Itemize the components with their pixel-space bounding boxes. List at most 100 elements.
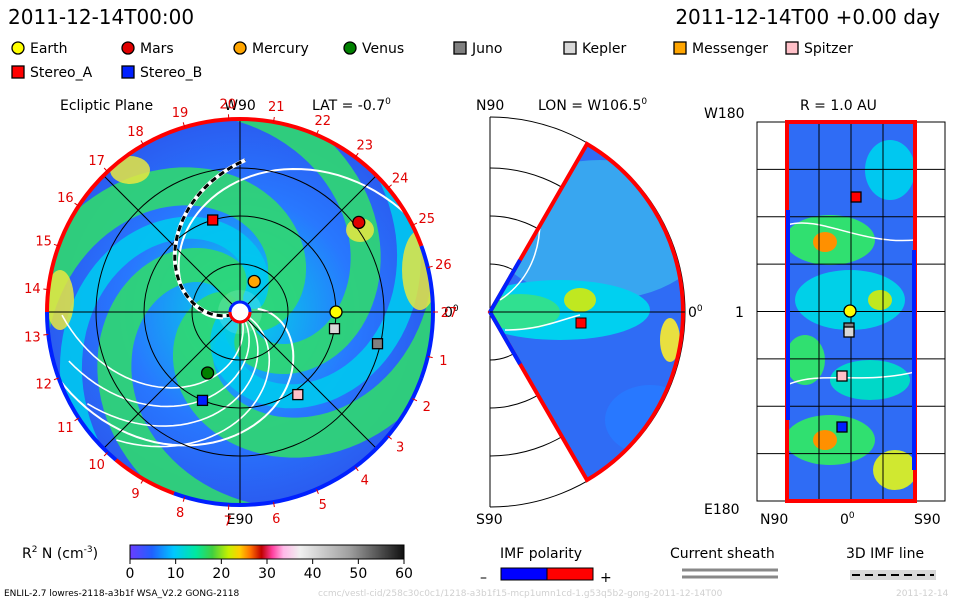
earth-marker bbox=[329, 305, 343, 319]
messenger-symbol bbox=[673, 41, 687, 55]
n90-label: N90 bbox=[476, 98, 504, 114]
sphere-s90-label: S90 bbox=[914, 512, 941, 528]
carrington-label: 12 bbox=[35, 378, 52, 393]
carrington-label: 2 bbox=[423, 400, 431, 415]
sphere-zero-label: 00 bbox=[840, 511, 855, 528]
carrington-label: 15 bbox=[35, 235, 52, 250]
lat-label: LAT = -0.70 bbox=[312, 97, 391, 114]
venus-symbol bbox=[343, 41, 357, 55]
colorbar-gradient bbox=[129, 544, 405, 560]
carrington-label: 16 bbox=[57, 191, 74, 206]
imf-negative-swatch bbox=[500, 567, 548, 581]
body-legend: Earth Mars Mercury Venus Juno Kepler Messenger… bbox=[11, 41, 853, 81]
sphere-stereo-a-marker bbox=[850, 191, 862, 203]
venus-marker bbox=[200, 366, 215, 380]
s90-label: S90 bbox=[476, 512, 503, 528]
legend-item-messenger: Messenger bbox=[673, 41, 768, 57]
date-stub-footer: 2011-12-14 bbox=[896, 589, 949, 599]
mercury-symbol bbox=[233, 41, 247, 55]
imf-line-key: 3D IMF line bbox=[846, 546, 936, 580]
spitzer-marker bbox=[292, 388, 304, 401]
colorbar: R2 N (cm-3) 0 10 20 30 40 50 60 bbox=[22, 544, 413, 582]
imf-plus: + bbox=[600, 570, 612, 586]
w90-label: W90 bbox=[224, 98, 256, 114]
legend-item-juno: Juno bbox=[453, 41, 502, 57]
legend-item-stereo-b: Stereo_B bbox=[121, 65, 202, 81]
lon-label: LON = W106.50 bbox=[538, 97, 647, 114]
stereo-b-symbol bbox=[121, 65, 135, 79]
carrington-label: 19 bbox=[172, 106, 189, 121]
colorbar-tick-label: 50 bbox=[349, 566, 367, 582]
carrington-label: 17 bbox=[88, 154, 105, 169]
legend-item-earth: Earth bbox=[11, 41, 68, 57]
kepler-marker bbox=[328, 323, 341, 335]
legend-label: Messenger bbox=[692, 41, 768, 57]
sheath-title: Current sheath bbox=[670, 546, 775, 562]
model-footer: ENLIL-2.7 lowres-2118-a3b1f WSA_V2.2 GON… bbox=[4, 589, 240, 599]
stereo-a-symbol bbox=[11, 65, 25, 79]
date-left: 2011-12-14T00:00 bbox=[8, 5, 194, 29]
legend-item-mercury: Mercury bbox=[233, 41, 309, 57]
imf-title: IMF polarity bbox=[500, 546, 582, 562]
carrington-label: 6 bbox=[272, 512, 280, 527]
imf-polarity-key: IMF polarity – + bbox=[480, 546, 612, 586]
juno-marker bbox=[371, 338, 384, 350]
legend-label: Mars bbox=[140, 41, 174, 57]
mars-symbol bbox=[121, 41, 135, 55]
zero-deg-label: 00 bbox=[444, 304, 459, 321]
carrington-label: 1 bbox=[439, 354, 447, 369]
imf3d-title: 3D IMF line bbox=[846, 546, 924, 562]
colorbar-tick-label: 30 bbox=[258, 566, 276, 582]
sphere-spitzer-marker bbox=[836, 370, 848, 382]
colorbar-label: R2 N (cm-3) bbox=[22, 545, 98, 562]
carrington-label: 8 bbox=[176, 506, 184, 521]
legend-label: Mercury bbox=[252, 41, 309, 57]
carrington-label: 23 bbox=[357, 138, 374, 153]
imf-minus: – bbox=[480, 570, 487, 586]
ecliptic-bodies bbox=[196, 214, 384, 407]
carrington-label: 3 bbox=[396, 440, 404, 455]
sphere-mid-label: 1 bbox=[735, 305, 744, 321]
legend-label: Earth bbox=[30, 41, 68, 57]
legend-label: Stereo_A bbox=[30, 65, 93, 81]
carrington-label: 20 bbox=[220, 97, 237, 112]
colorbar-tick-label: 10 bbox=[167, 566, 185, 582]
earth-symbol bbox=[11, 41, 25, 55]
carrington-label: 14 bbox=[24, 282, 41, 297]
carrington-label: 5 bbox=[319, 498, 327, 513]
legend-label: Kepler bbox=[582, 41, 626, 57]
sphere-kepler-marker bbox=[843, 326, 855, 338]
sphere-bodies bbox=[836, 191, 862, 433]
carrington-label: 10 bbox=[88, 458, 105, 473]
legend-item-spitzer: Spitzer bbox=[785, 41, 853, 57]
legend-label: Juno bbox=[471, 41, 502, 57]
stereo-a-marker bbox=[207, 214, 219, 226]
colorbar-tick-label: 0 bbox=[126, 566, 135, 582]
carrington-label: 22 bbox=[315, 114, 332, 129]
ecliptic-title: Ecliptic Plane bbox=[60, 98, 153, 114]
mercury-marker bbox=[247, 274, 261, 289]
legend-label: Spitzer bbox=[804, 41, 853, 57]
wedge-zero-label: 00 bbox=[688, 304, 703, 321]
juno-symbol bbox=[453, 41, 467, 55]
legend-item-kepler: Kepler bbox=[563, 41, 626, 57]
colorbar-tick-label: 60 bbox=[395, 566, 413, 582]
carrington-label: 26 bbox=[435, 258, 452, 273]
stereo-b-marker bbox=[196, 394, 209, 407]
legend-item-mars: Mars bbox=[121, 41, 174, 57]
run-id-footer: ccmc/vestl-cid/258c30c0c1/1218-a3b1f15-m… bbox=[318, 589, 723, 599]
imf-positive-swatch bbox=[546, 567, 594, 581]
colorbar-tick-label: 40 bbox=[304, 566, 322, 582]
carrington-label: 11 bbox=[57, 421, 74, 436]
sphere-panel: R = 1.0 AU W180 1 E180 N90 00 S90 bbox=[704, 98, 946, 528]
sphere-n90-label: N90 bbox=[760, 512, 788, 528]
legend-item-stereo-a: Stereo_A bbox=[11, 65, 93, 81]
carrington-label: 13 bbox=[24, 330, 41, 345]
carrington-label: 18 bbox=[127, 125, 144, 140]
e90-label: E90 bbox=[227, 512, 254, 528]
current-sheath-key: Current sheath bbox=[670, 546, 778, 579]
wedge-stereo-a-marker bbox=[575, 317, 587, 329]
r-label: R = 1.0 AU bbox=[800, 98, 877, 114]
